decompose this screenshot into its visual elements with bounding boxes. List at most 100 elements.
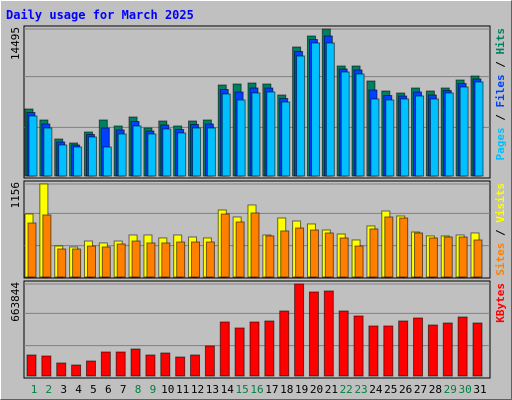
- bar: [147, 133, 157, 177]
- bar: [86, 245, 96, 278]
- bar: [353, 315, 364, 377]
- legend: KBytes: [494, 283, 507, 323]
- bar: [369, 228, 379, 278]
- x-tick-label: 10: [161, 383, 174, 396]
- bar: [221, 93, 231, 177]
- x-tick-label: 3: [60, 383, 67, 396]
- x-tick-label: 14: [221, 383, 235, 396]
- bar: [340, 71, 350, 177]
- bar: [116, 243, 126, 278]
- bar: [355, 73, 365, 177]
- bar: [219, 321, 230, 377]
- bar: [56, 362, 67, 377]
- x-tick-label: 27: [414, 383, 427, 396]
- bar: [131, 240, 141, 278]
- bar: [162, 128, 172, 177]
- y-tick-label: 663844: [9, 282, 22, 322]
- bar: [117, 133, 127, 177]
- x-tick-label: 29: [444, 383, 457, 396]
- bar: [400, 98, 410, 177]
- bar: [295, 227, 305, 278]
- bar: [250, 212, 260, 278]
- bar: [42, 214, 52, 278]
- bar: [474, 81, 484, 177]
- chart-title: Daily usage for March 2025: [6, 8, 194, 22]
- bar: [249, 321, 260, 377]
- bar: [191, 241, 201, 278]
- bar: [472, 322, 483, 377]
- x-tick-label: 1: [31, 383, 38, 396]
- x-tick-label: 19: [295, 383, 308, 396]
- bar: [264, 320, 275, 377]
- bar: [87, 136, 97, 177]
- legend-entry: Files: [494, 74, 507, 107]
- x-tick-label: 28: [429, 383, 442, 396]
- bar: [383, 325, 394, 377]
- bar: [115, 351, 126, 377]
- x-tick-label: 4: [75, 383, 82, 396]
- bar: [28, 115, 38, 177]
- bar: [368, 325, 379, 377]
- bar: [71, 364, 82, 377]
- legend-separator: /: [494, 223, 507, 243]
- bar: [205, 241, 215, 278]
- x-tick-label: 17: [265, 383, 278, 396]
- bar: [415, 95, 425, 177]
- bar: [177, 132, 187, 177]
- x-tick-label: 12: [191, 383, 204, 396]
- bar: [160, 352, 171, 377]
- bar: [442, 322, 453, 377]
- legend: Sites / Visits: [494, 183, 507, 276]
- x-tick-label: 25: [384, 383, 397, 396]
- bar: [175, 356, 186, 377]
- bar: [427, 324, 438, 377]
- bar: [26, 354, 37, 377]
- x-tick-label: 23: [354, 383, 367, 396]
- legend-entry: Hits: [494, 28, 507, 55]
- bar: [206, 127, 216, 177]
- bar: [338, 310, 349, 377]
- bar: [161, 242, 171, 278]
- bar: [234, 327, 245, 377]
- y-tick-label: 14495: [9, 27, 22, 60]
- bar: [176, 241, 186, 278]
- bar: [473, 239, 483, 278]
- bar: [266, 91, 276, 177]
- legend-entry: Sites: [494, 243, 507, 276]
- x-tick-label: 31: [473, 383, 486, 396]
- bar: [57, 248, 67, 278]
- bar: [72, 248, 82, 278]
- bar: [294, 283, 305, 377]
- legend-separator: /: [494, 108, 507, 128]
- bar: [27, 222, 37, 278]
- bar: [413, 317, 424, 377]
- bar: [132, 125, 142, 177]
- bar: [385, 99, 395, 177]
- bar: [370, 98, 380, 177]
- bar: [58, 144, 68, 177]
- x-tick-label: 5: [90, 383, 97, 396]
- bar: [145, 354, 156, 377]
- x-tick-label: 24: [369, 383, 383, 396]
- bar: [235, 221, 245, 278]
- legend-entry: Visits: [494, 183, 507, 223]
- bar: [146, 242, 156, 278]
- bar: [102, 146, 112, 177]
- bar: [279, 310, 290, 377]
- bar: [236, 99, 246, 177]
- bar: [296, 55, 306, 177]
- bar: [265, 235, 275, 278]
- bar: [192, 127, 202, 177]
- bar: [354, 245, 364, 278]
- bar: [323, 290, 334, 377]
- x-tick-label: 26: [399, 383, 412, 396]
- x-tick-label: 22: [340, 383, 353, 396]
- y-tick-label: 1156: [9, 182, 22, 209]
- bar: [414, 232, 424, 278]
- bar: [130, 348, 141, 377]
- bar: [43, 127, 53, 177]
- bar: [339, 237, 349, 278]
- x-tick-label: 11: [176, 383, 189, 396]
